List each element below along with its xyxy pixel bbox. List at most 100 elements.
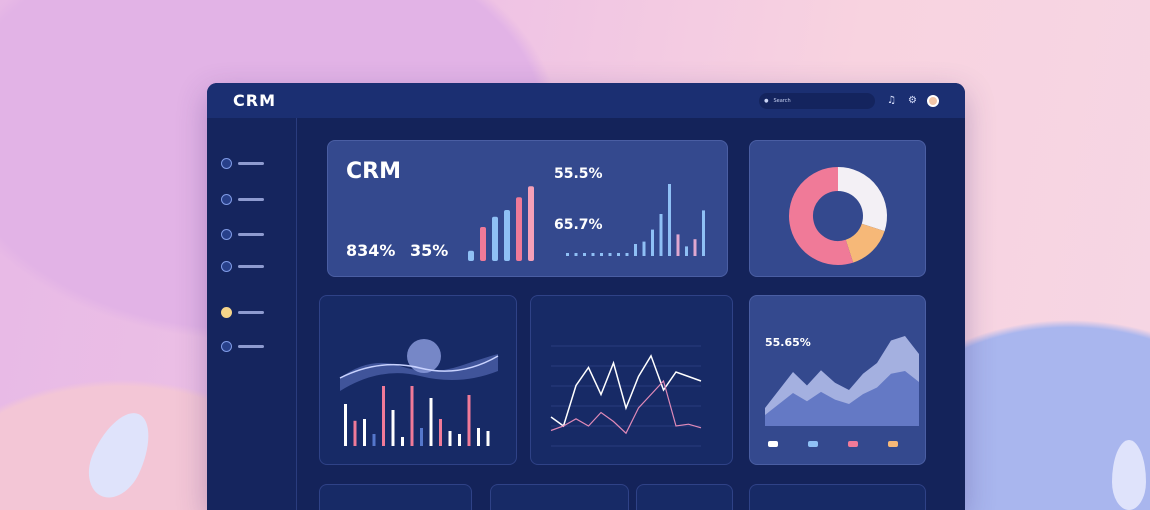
legend-swatch xyxy=(808,441,818,447)
summary-stat: 35% xyxy=(410,241,449,260)
line-series xyxy=(550,354,702,428)
legend-swatch xyxy=(768,441,778,447)
trend-bar xyxy=(566,253,569,256)
sidebar-item[interactable] xyxy=(221,229,264,240)
line-series xyxy=(550,379,702,435)
bar-panel xyxy=(319,295,517,465)
legend-swatch xyxy=(848,441,858,447)
area-stat: 55.65% xyxy=(765,336,811,349)
trend-bar xyxy=(591,253,595,256)
area-fill xyxy=(765,371,919,426)
summary-bar xyxy=(480,227,486,261)
search-input[interactable]: ● Search xyxy=(759,92,876,109)
sidebar-item[interactable] xyxy=(221,194,264,205)
summary-bar xyxy=(528,186,534,261)
bottom-card xyxy=(636,484,733,510)
trend-bar xyxy=(685,246,688,256)
bar xyxy=(401,437,404,446)
trend-bar xyxy=(583,253,586,256)
bar xyxy=(344,404,347,446)
summary-title: CRM xyxy=(346,159,401,184)
bar xyxy=(410,386,414,446)
bar xyxy=(429,398,433,446)
donut-slice xyxy=(837,167,887,232)
trend-bar xyxy=(574,253,578,256)
donut-slice xyxy=(789,167,854,265)
bar xyxy=(363,419,366,446)
summary-bar xyxy=(468,250,474,261)
donut-card xyxy=(749,140,926,277)
contacts-icon xyxy=(221,194,232,205)
trend-bar xyxy=(702,210,705,256)
sidebar-item-label xyxy=(238,233,264,236)
bar xyxy=(382,386,385,446)
trend-bar xyxy=(676,234,680,256)
bar xyxy=(467,395,471,446)
bar xyxy=(420,428,423,446)
trend-bar xyxy=(659,214,663,256)
sidebar-item[interactable] xyxy=(221,261,264,272)
summary-stat: 65.7% xyxy=(554,217,603,233)
settings-icon[interactable]: ⚙ xyxy=(908,95,917,106)
bottom-card xyxy=(749,484,926,510)
sidebar-item-label xyxy=(238,198,264,201)
trend-bar xyxy=(617,253,620,256)
sidebar-item[interactable] xyxy=(221,341,264,352)
sidebar-item-label xyxy=(238,311,264,314)
summary-card: CRM 834% 35% 55.5% 65.7% xyxy=(327,140,728,277)
bar xyxy=(486,431,490,446)
bar xyxy=(391,410,395,446)
area-chart xyxy=(765,336,919,447)
donut-slice xyxy=(844,222,885,263)
highlight-circle xyxy=(407,339,441,373)
summary-stat: 834% xyxy=(346,241,396,260)
bar-wave-chart xyxy=(339,339,499,446)
bar xyxy=(458,434,461,446)
bottom-card xyxy=(319,484,472,510)
area-panel: 55.65% xyxy=(749,295,926,465)
summary-bar-chart xyxy=(468,184,705,261)
sidebar-item-label xyxy=(238,265,264,268)
trend-bar xyxy=(651,229,654,256)
bar xyxy=(448,431,452,446)
summary-bar xyxy=(492,216,498,261)
bar xyxy=(372,434,376,446)
sidebar-item-label xyxy=(238,162,264,165)
leaf-decoration xyxy=(1112,440,1146,510)
dashboard-icon xyxy=(221,158,232,169)
trend-bar xyxy=(625,253,629,256)
tasks-icon xyxy=(221,307,232,318)
sidebar-item-label xyxy=(238,345,264,348)
search-placeholder: Search xyxy=(773,97,791,104)
search-icon: ● xyxy=(764,97,769,104)
line-chart xyxy=(550,345,702,447)
summary-stat: 55.5% xyxy=(554,166,603,182)
settings-icon xyxy=(221,341,232,352)
top-bar: CRM ● Search ♫ ⚙ xyxy=(207,83,965,118)
summary-bar xyxy=(516,197,522,261)
sidebar-item[interactable] xyxy=(221,158,264,169)
leaf-decoration xyxy=(78,403,162,507)
bar xyxy=(353,420,357,446)
line-panel xyxy=(530,295,733,465)
trend-bar xyxy=(693,239,697,256)
wave-line xyxy=(339,355,499,379)
app-logo: CRM xyxy=(233,91,276,110)
trend-bar xyxy=(600,253,603,256)
bottom-card xyxy=(490,484,629,510)
bell-icon[interactable]: ♫ xyxy=(887,95,897,106)
sidebar xyxy=(207,118,297,510)
summary-bar xyxy=(504,210,510,261)
donut-chart xyxy=(789,167,887,265)
trend-bar xyxy=(642,241,646,256)
legend-swatch xyxy=(888,441,898,447)
trend-bar xyxy=(668,184,671,256)
crm-dashboard-window: CRM ● Search ♫ ⚙ CRM 834% 35% 55.5% 65.7%… xyxy=(207,83,965,510)
bar xyxy=(439,419,442,446)
avatar[interactable] xyxy=(927,94,939,107)
bar xyxy=(477,428,480,446)
reports-icon xyxy=(221,261,232,272)
trend-bar xyxy=(634,244,637,256)
sidebar-item[interactable] xyxy=(221,307,264,318)
wave-area xyxy=(340,354,498,391)
